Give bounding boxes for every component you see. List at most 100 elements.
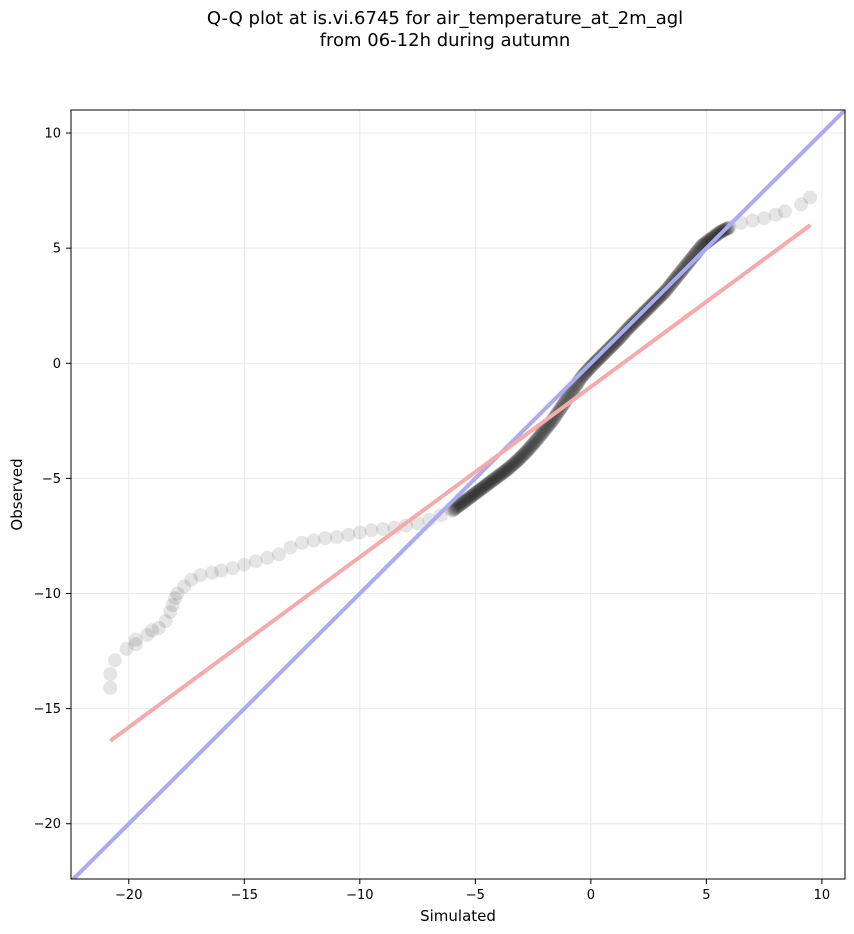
scatter-point <box>476 480 491 495</box>
scatter-point <box>513 450 528 465</box>
scatter-point <box>536 424 551 439</box>
y-axis-label: Observed <box>8 458 26 530</box>
scatter-point <box>535 425 550 440</box>
scatter-point <box>500 462 515 477</box>
scatter-point <box>537 423 552 437</box>
scatter-point <box>459 493 474 508</box>
scatter-point <box>609 334 624 349</box>
scatter-point <box>707 229 722 244</box>
y-tick-label: 5 <box>53 242 61 257</box>
y-tick-label: −5 <box>42 472 61 487</box>
scatter-point <box>165 598 180 612</box>
scatter-point <box>601 342 616 357</box>
scatter-point <box>329 530 344 545</box>
scatter-point <box>597 345 612 360</box>
scatter-point <box>472 482 487 497</box>
axis-ticks: −20 −15 −10 −5 0 5 10 −20 −15 −10 −5 0 5 10 <box>34 127 831 903</box>
scatter-point <box>604 339 619 353</box>
scatter-point <box>591 351 606 366</box>
scatter-point <box>607 336 621 351</box>
scatter-point <box>603 340 618 355</box>
scatter-point <box>375 522 390 536</box>
scatter-point <box>489 470 504 485</box>
scatter-point <box>590 352 605 367</box>
scatter-point <box>140 627 155 642</box>
scatter-point <box>520 443 535 458</box>
scatter-point <box>501 461 516 476</box>
scatter-point <box>518 446 532 461</box>
scatter-point <box>163 604 178 619</box>
scatter-point <box>483 475 498 490</box>
scatter-point <box>498 463 513 478</box>
scatter-point <box>177 579 192 594</box>
scatter-point <box>524 438 539 453</box>
scatter-point <box>531 430 546 445</box>
scatter-point <box>488 471 502 486</box>
scatter-point <box>467 487 482 502</box>
scatter-point <box>460 492 475 507</box>
x-tick-label: 5 <box>702 888 710 903</box>
identity-line <box>71 110 845 879</box>
scatter-point <box>464 488 479 503</box>
scatter-point <box>453 497 468 512</box>
scatter-point <box>364 523 379 538</box>
scatter-point <box>580 363 595 378</box>
scatter-point <box>471 483 486 498</box>
scatter-point <box>214 563 229 578</box>
x-tick-label: −20 <box>115 888 142 903</box>
reference-lines <box>71 110 845 879</box>
y-tick-label: 10 <box>44 127 61 142</box>
scatter-point <box>587 356 602 371</box>
scatter-point <box>128 632 143 647</box>
chart-title-line-2: from 06-12h during autumn <box>319 30 571 51</box>
scatter-point <box>605 337 620 352</box>
scatter-point <box>588 355 603 370</box>
scatter-point <box>616 326 631 341</box>
grid <box>71 110 845 879</box>
x-tick-label: 0 <box>587 888 595 903</box>
scatter-point <box>548 409 562 424</box>
scatter-point <box>456 495 471 509</box>
scatter-point <box>499 463 514 477</box>
scatter-point <box>452 498 467 513</box>
y-tick-label: −20 <box>34 817 61 832</box>
scatter-point <box>679 257 694 272</box>
scatter-point <box>352 525 367 540</box>
x-tick-label: −5 <box>466 888 485 903</box>
scatter-point <box>475 481 490 496</box>
scatter-point <box>680 256 695 271</box>
scatter-point <box>514 449 529 464</box>
scatter-point <box>225 561 240 576</box>
scatter-point <box>449 500 464 515</box>
scatter-point <box>168 591 182 606</box>
scatter-point <box>509 454 524 469</box>
scatter-point <box>511 453 526 467</box>
scatter-point <box>237 557 252 572</box>
scatter-point <box>469 485 484 500</box>
scatter-point <box>610 333 625 348</box>
scatter-point <box>528 434 543 449</box>
scatter-point <box>491 469 506 484</box>
scatter-point <box>706 230 721 245</box>
scatter-point <box>596 347 611 362</box>
scatter-point <box>193 568 208 583</box>
scatter-point <box>463 489 478 504</box>
scatter-point <box>260 550 275 565</box>
scatter-point <box>103 680 118 695</box>
y-tick-label: −10 <box>34 587 61 602</box>
scatter-point <box>466 488 480 503</box>
scatter-points <box>103 190 818 695</box>
scatter-point <box>794 197 809 212</box>
scatter-point <box>615 328 629 343</box>
scatter-point <box>470 484 485 499</box>
scatter-point <box>683 253 698 268</box>
scatter-point <box>585 358 599 373</box>
scatter-point <box>594 349 609 364</box>
scatter-point <box>503 460 517 475</box>
scatter-point <box>474 482 489 496</box>
scatter-point <box>593 350 608 365</box>
scatter-point <box>497 464 512 479</box>
scatter-point <box>455 495 470 510</box>
scatter-point <box>582 361 597 375</box>
